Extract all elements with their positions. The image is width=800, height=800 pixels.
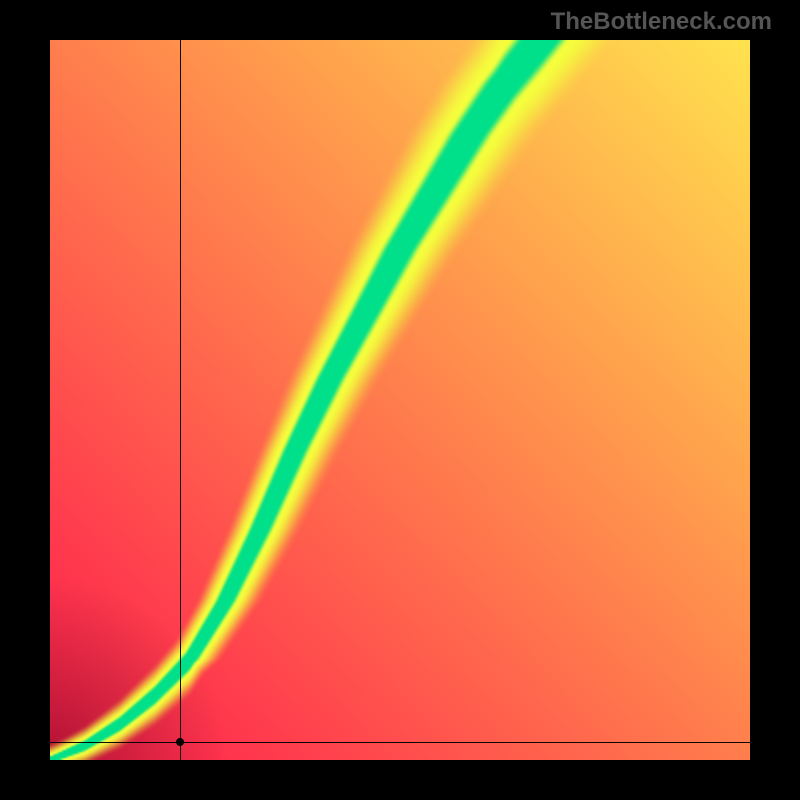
crosshair-vertical xyxy=(180,40,181,760)
crosshair-marker-dot xyxy=(176,738,184,746)
heatmap-canvas xyxy=(50,40,750,760)
crosshair-horizontal xyxy=(50,742,750,743)
root-container: { "watermark": { "text": "TheBottleneck.… xyxy=(0,0,800,800)
heatmap-plot xyxy=(50,40,750,760)
watermark-text: TheBottleneck.com xyxy=(551,8,772,36)
